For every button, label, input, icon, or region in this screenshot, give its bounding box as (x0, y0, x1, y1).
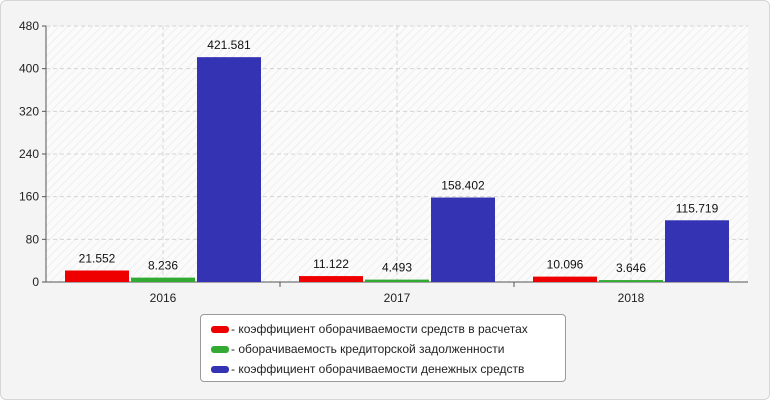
bar-2017-series-3 (431, 197, 495, 282)
x-axis: 2016 2017 2018 (46, 281, 748, 305)
legend-swatch-series-1 (211, 325, 229, 333)
y-tick-label: 80 (26, 232, 40, 246)
bar-2017-series-2 (365, 279, 429, 282)
x-tick-label-2017: 2017 (384, 291, 411, 305)
legend-swatch-series-2 (211, 345, 229, 353)
data-label-2017-series-3: 158.402 (441, 179, 485, 193)
bar-2018-series-1 (533, 276, 597, 282)
bar-2017-series-1 (299, 276, 363, 282)
bar-chart: 0 80 160 240 320 400 480 2016 2017 2018 21.552 8.… (19, 19, 748, 305)
legend-item-series-1: - коэффициент оборачиваемости средств в … (211, 319, 557, 339)
bar-2016-series-1 (65, 270, 129, 282)
bar-2016-series-3 (197, 57, 261, 282)
y-axis: 0 80 160 240 320 400 480 (19, 19, 47, 289)
legend-item-series-2: - оборачиваемость кредиторской задолженн… (211, 339, 557, 359)
data-label-2018-series-1: 10.096 (547, 258, 584, 272)
data-label-2016-series-1: 21.552 (79, 252, 116, 266)
data-label-2018-series-3: 115.719 (676, 201, 719, 215)
y-tick-label: 0 (32, 275, 39, 289)
data-label-2016-series-3: 421.581 (207, 38, 251, 52)
legend: - коэффициент оборачиваемости средств в … (200, 314, 566, 382)
bar-2018-series-2 (599, 280, 663, 282)
legend-label-series-2: - оборачиваемость кредиторской задолженн… (231, 342, 505, 356)
y-tick-label: 160 (19, 190, 39, 204)
data-label-2017-series-1: 11.122 (313, 257, 349, 271)
bar-2016-series-2 (131, 277, 195, 282)
x-tick-label-2016: 2016 (150, 291, 177, 305)
legend-item-series-3: - коэффициент оборачиваемости денежных с… (211, 359, 557, 379)
legend-label-series-3: - коэффициент оборачиваемости денежных с… (231, 362, 525, 376)
data-label-2018-series-2: 3.646 (616, 261, 646, 275)
y-tick-label: 320 (19, 104, 39, 118)
x-tick-label-2018: 2018 (618, 291, 645, 305)
bars: 21.552 8.236 421.581 11.122 4.493 158.402 10.0… (65, 38, 729, 282)
legend-label-series-1: - коэффициент оборачиваемости средств в … (231, 322, 528, 336)
data-label-2016-series-2: 8.236 (148, 259, 178, 273)
bar-2018-series-3 (665, 220, 729, 282)
plot-area (46, 25, 748, 282)
y-tick-label: 480 (19, 19, 39, 33)
data-label-2017-series-2: 4.493 (382, 261, 412, 275)
legend-swatch-series-3 (211, 365, 229, 373)
y-tick-label: 400 (19, 62, 39, 76)
y-tick-label: 240 (19, 147, 39, 161)
